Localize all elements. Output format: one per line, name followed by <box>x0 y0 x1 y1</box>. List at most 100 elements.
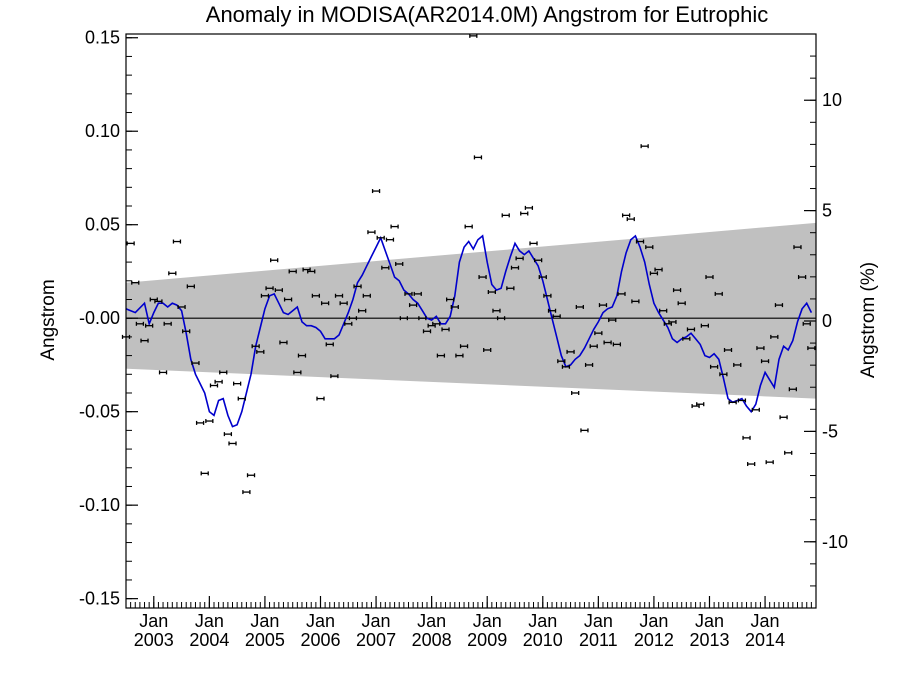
data-point <box>413 291 422 296</box>
data-point <box>751 407 760 412</box>
data-point <box>395 261 404 266</box>
data-point <box>237 396 246 401</box>
data-point <box>672 288 682 293</box>
data-point <box>214 379 223 384</box>
data-point <box>631 299 640 304</box>
y-tick-label: 0.05 <box>85 215 120 235</box>
y-right-tick-label: 0 <box>822 311 832 331</box>
y-tick-label: -0.10 <box>79 495 120 515</box>
x-tick-year: 2011 <box>579 630 618 650</box>
data-point <box>626 217 635 222</box>
data-point <box>589 344 598 349</box>
data-point <box>774 303 784 308</box>
data-point <box>788 387 797 392</box>
data-point <box>260 293 270 298</box>
x-tick-year: 2014 <box>745 630 785 650</box>
data-point <box>501 213 510 218</box>
data-point <box>779 415 788 420</box>
data-point <box>158 370 168 375</box>
data-point <box>617 291 626 296</box>
data-point <box>524 205 534 210</box>
data-point <box>557 359 566 364</box>
data-point <box>288 269 297 274</box>
data-point <box>339 301 348 306</box>
data-point <box>561 364 571 369</box>
y-right-tick-label: 10 <box>822 90 842 110</box>
data-point <box>538 275 547 280</box>
data-point <box>154 299 163 304</box>
data-point <box>441 327 450 332</box>
data-point <box>168 271 177 276</box>
data-point <box>311 293 321 298</box>
data-point <box>645 245 654 250</box>
y-right-tick-label: -10 <box>822 532 848 552</box>
data-point <box>390 224 399 229</box>
y-tick-label: -0.00 <box>79 308 120 328</box>
data-point <box>371 189 381 194</box>
data-point <box>191 361 200 366</box>
data-point <box>686 327 696 332</box>
data-point <box>385 237 395 242</box>
x-tick-month: Jan <box>306 611 335 631</box>
data-point <box>529 241 538 246</box>
data-point <box>659 308 668 313</box>
data-point <box>362 293 371 298</box>
y-axis-title-left: Angstrom <box>38 279 59 360</box>
data-point <box>723 347 733 352</box>
data-point <box>325 342 334 347</box>
data-point <box>802 321 811 326</box>
data-point <box>496 316 506 321</box>
data-point <box>140 338 149 343</box>
data-point <box>793 245 802 250</box>
data-point <box>478 275 487 280</box>
data-point <box>418 316 427 321</box>
data-point <box>621 213 631 218</box>
x-tick-year: 2010 <box>523 630 563 650</box>
data-point <box>182 329 191 334</box>
data-point <box>464 224 473 229</box>
data-point <box>510 265 520 270</box>
data-point <box>279 340 288 345</box>
data-point <box>608 318 617 323</box>
data-point <box>552 314 561 319</box>
y-right-tick-label: 5 <box>822 201 832 221</box>
data-point <box>756 346 765 351</box>
monthly-points <box>121 33 816 495</box>
data-point <box>246 473 256 478</box>
x-tick-month: Jan <box>751 611 780 631</box>
data-point <box>186 284 195 289</box>
data-point <box>473 155 483 160</box>
x-tick-year: 2004 <box>189 630 229 650</box>
data-point <box>719 372 728 377</box>
data-point <box>283 297 293 302</box>
data-point <box>765 460 774 465</box>
data-point <box>784 450 793 455</box>
data-point <box>742 435 751 440</box>
data-point <box>399 316 409 321</box>
x-tick-month: Jan <box>139 611 168 631</box>
x-tick-year: 2007 <box>356 630 396 650</box>
data-point <box>344 321 353 326</box>
data-point <box>223 432 233 437</box>
data-point <box>353 284 362 289</box>
data-point <box>274 288 283 293</box>
data-point <box>446 297 455 302</box>
data-point <box>228 441 237 446</box>
x-tick-month: Jan <box>473 611 502 631</box>
data-point <box>348 316 358 321</box>
left-y-axis: 0.15 0.10 0.05 -0.00 -0.05 -0.10 -0.15 <box>79 28 138 609</box>
x-tick-month: Jan <box>584 611 613 631</box>
smoothed-series <box>125 234 813 428</box>
data-point <box>733 362 742 367</box>
data-point <box>566 349 575 354</box>
data-point <box>422 329 432 334</box>
x-tick-year: 2005 <box>245 630 285 650</box>
y-tick-label: -0.15 <box>79 589 120 609</box>
data-point <box>293 370 302 375</box>
x-tick-month: Jan <box>639 611 668 631</box>
x-tick-year: 2006 <box>300 630 340 650</box>
data-point <box>705 275 714 280</box>
y-tick-label: 0.10 <box>85 121 120 141</box>
data-point <box>682 336 691 341</box>
data-point <box>200 471 209 476</box>
